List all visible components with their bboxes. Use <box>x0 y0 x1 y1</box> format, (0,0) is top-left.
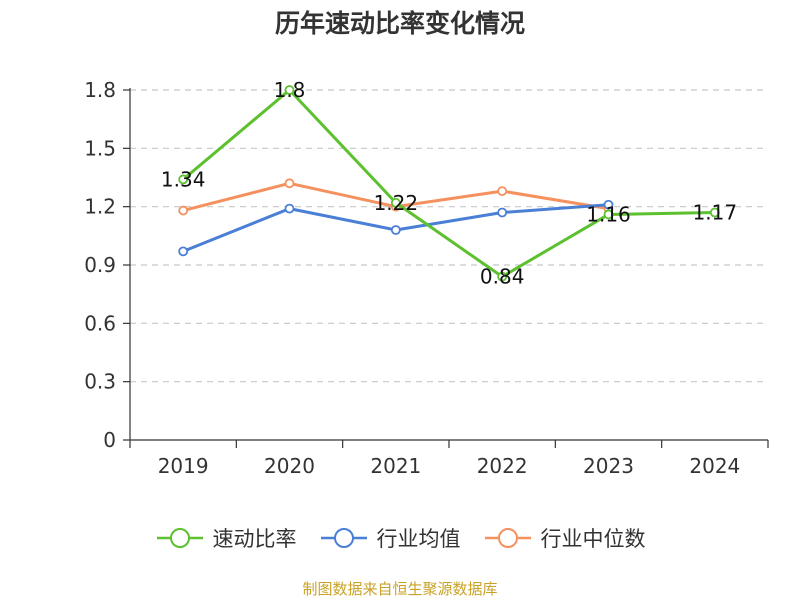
data-label: 1.34 <box>161 167 206 191</box>
data-point <box>284 178 295 189</box>
data-labels: 1.34 1.8 1.22 0.84 1.16 1.17 <box>161 78 737 289</box>
data-point <box>284 203 295 214</box>
x-tick-label: 2023 <box>583 454 634 478</box>
legend-label: 速动比率 <box>212 527 297 551</box>
data-point <box>284 85 295 95</box>
data-point <box>390 225 401 235</box>
data-label: 1.22 <box>374 191 419 215</box>
x-tick-label: 2024 <box>689 454 740 478</box>
data-point <box>497 271 508 282</box>
data-point <box>603 209 614 220</box>
data-point <box>497 186 508 197</box>
legend-item-3[interactable]: 行业中位数 <box>483 523 646 553</box>
data-point <box>178 205 189 216</box>
y-tick-label: 0.9 <box>84 253 116 277</box>
data-label: 0.84 <box>480 265 525 289</box>
chart-title: 历年速动比率变化情况 <box>274 9 525 38</box>
y-tick-label: 0.6 <box>84 311 116 335</box>
legend-swatch <box>320 528 367 548</box>
data-label: 1.17 <box>693 201 738 225</box>
x-tick-label: 2019 <box>158 454 209 478</box>
y-tick-label: 1.2 <box>84 195 116 219</box>
data-point <box>709 207 720 218</box>
legend-item-2[interactable]: 行业均值 <box>319 523 461 553</box>
legend-label: 行业均值 <box>376 527 461 551</box>
legend-swatch <box>156 528 203 548</box>
grid-lines <box>130 89 768 383</box>
y-tick-label: 0.3 <box>84 370 116 394</box>
chart-plot: 0 0.3 0.6 0.9 1.2 1.5 1.8 2019 2020 2021 2022 2023 2… <box>84 78 769 478</box>
x-tick-label: 2022 <box>477 454 528 478</box>
x-tick-label: 2020 <box>264 454 315 478</box>
data-point <box>178 174 189 185</box>
legend-item-1[interactable]: 速动比率 <box>155 523 297 553</box>
legend-swatch <box>484 528 531 548</box>
source-note: 制图数据来自恒生聚源数据库 <box>302 580 498 598</box>
series-lines <box>178 85 720 282</box>
data-label: 1.8 <box>274 78 306 102</box>
axes: 0 0.3 0.6 0.9 1.2 1.5 1.8 2019 2020 2021 2022 2023 2… <box>84 78 769 478</box>
series-line-1 <box>182 88 715 279</box>
y-tick-label: 1.8 <box>84 78 116 102</box>
y-tick-label: 0 <box>103 428 116 452</box>
data-point <box>178 246 189 257</box>
x-tick-label: 2021 <box>370 454 421 478</box>
data-point <box>497 207 508 218</box>
y-tick-label: 1.5 <box>84 136 116 160</box>
data-point <box>390 197 401 208</box>
legend-label: 行业中位数 <box>540 527 646 551</box>
legend: 速动比率 行业均值 行业中位数 <box>0 518 800 558</box>
data-label: 1.16 <box>586 202 631 226</box>
data-point <box>603 199 614 210</box>
